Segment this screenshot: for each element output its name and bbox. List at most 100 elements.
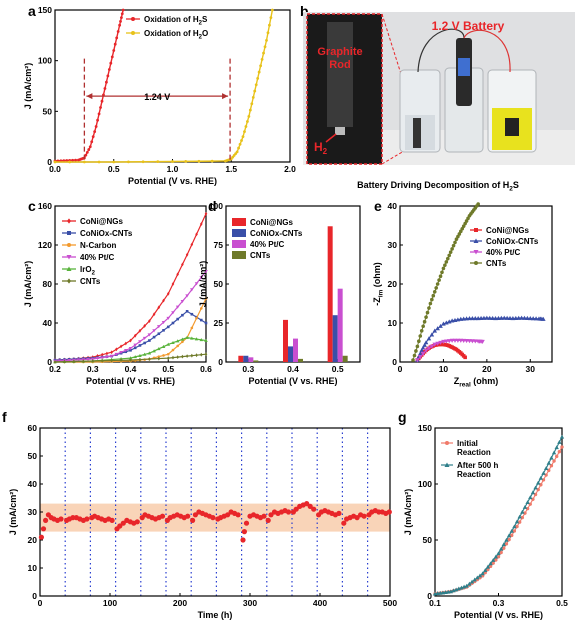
data-point [157, 332, 161, 336]
bar [327, 226, 333, 362]
data-point [129, 358, 132, 362]
battery-photo: Graphite Rod H2 1.2 V Battery Battery Dr… [303, 12, 575, 193]
data-point [435, 326, 440, 331]
data-point [105, 80, 108, 84]
data-point [528, 495, 533, 500]
photo-caption: Battery Driving Decomposition of H2S [357, 180, 519, 193]
y-axis-label-part: im [378, 289, 385, 297]
x-tick-label: 0.3 [493, 598, 505, 608]
data-point [117, 523, 123, 529]
data-point [76, 358, 81, 362]
data-point [171, 355, 175, 360]
data-point [238, 142, 242, 146]
data-point [235, 150, 239, 154]
y-tick-label: 75 [214, 240, 224, 250]
data-point [185, 513, 191, 519]
data-point [199, 338, 204, 342]
data-point [123, 349, 128, 353]
legend-marker [67, 231, 71, 235]
data-point [93, 130, 97, 134]
data-point [525, 500, 530, 504]
y-tick-label: 10 [28, 563, 38, 573]
data-point [58, 516, 64, 522]
data-point [415, 344, 420, 349]
data-point [109, 61, 113, 65]
data-point [520, 509, 525, 514]
data-point [522, 315, 527, 320]
data-point [491, 557, 496, 562]
data-point [114, 352, 119, 356]
legend-label: CNTs [80, 277, 101, 286]
data-point [107, 68, 111, 71]
chart-a-h2s-vs-h2o: 0.0 0.5 1.0 1.5 2.0 0 50 100 150 Potential (V vs.… [23, 5, 296, 186]
data-point [99, 106, 102, 109]
data-point [514, 519, 520, 524]
data-point [535, 480, 541, 485]
y-tick-label: 30 [388, 240, 398, 250]
data-point [119, 358, 123, 363]
legend-marker [445, 441, 449, 445]
bar [253, 360, 259, 362]
data-point [444, 320, 449, 325]
data-point [112, 49, 116, 52]
data-point [166, 342, 171, 346]
data-point [124, 341, 128, 346]
data-point [418, 334, 423, 338]
data-point [171, 311, 175, 315]
data-point [185, 252, 189, 257]
data-point [138, 357, 142, 362]
data-point [84, 516, 90, 522]
data-point [501, 542, 506, 547]
data-point [541, 316, 546, 321]
data-point [82, 160, 86, 164]
data-point [507, 537, 511, 542]
data-point [480, 571, 485, 576]
data-point [162, 298, 165, 303]
data-point [118, 23, 122, 27]
data-point [480, 339, 485, 345]
data-point [475, 575, 480, 580]
data-point [341, 520, 347, 526]
data-point [210, 159, 214, 163]
plot-frame [434, 427, 563, 597]
legend-label: Oxidation of H2O [144, 29, 208, 41]
data-point [97, 160, 101, 164]
x-tick-label: 0.1 [429, 598, 441, 608]
data-point [425, 310, 430, 315]
data-point [354, 515, 360, 521]
legend-label: Oxidation of H2S [144, 15, 208, 27]
series-line [416, 317, 544, 361]
x-tick-label: 20 [482, 364, 492, 374]
x-axis-label-part: (ohm) [471, 376, 499, 386]
data-point [507, 315, 513, 320]
x-tick-label: 1.5 [225, 164, 237, 174]
data-point [166, 325, 170, 329]
legend-marker [474, 261, 478, 265]
data-point [469, 579, 475, 584]
legend-label-base: Oxidation of H [144, 29, 199, 38]
data-point [541, 470, 546, 475]
data-point [467, 316, 472, 321]
data-point [498, 546, 504, 551]
data-point [293, 506, 299, 512]
data-point [171, 321, 175, 325]
data-point [180, 300, 185, 304]
data-point [411, 358, 415, 362]
x-tick-label: 0.3 [242, 364, 254, 374]
data-point [185, 310, 189, 313]
data-point [197, 159, 201, 163]
data-point [225, 512, 231, 518]
legend-marker [67, 278, 71, 284]
battery-label-band [458, 58, 470, 76]
data-point [95, 357, 100, 361]
data-point [530, 316, 536, 321]
y-axis-label-part: -Z [372, 297, 382, 306]
data-point [148, 357, 151, 361]
data-point [464, 583, 469, 588]
chart-d-bars: 0 25 50 75 100 Potential (V vs. RHE) J (mA/cm²… [198, 201, 361, 386]
x-axis-label: Potential (V vs. RHE) [248, 376, 337, 386]
data-point [487, 315, 493, 320]
legend-label-sub: 2 [92, 271, 96, 277]
data-point [494, 558, 498, 562]
data-point [119, 350, 123, 355]
